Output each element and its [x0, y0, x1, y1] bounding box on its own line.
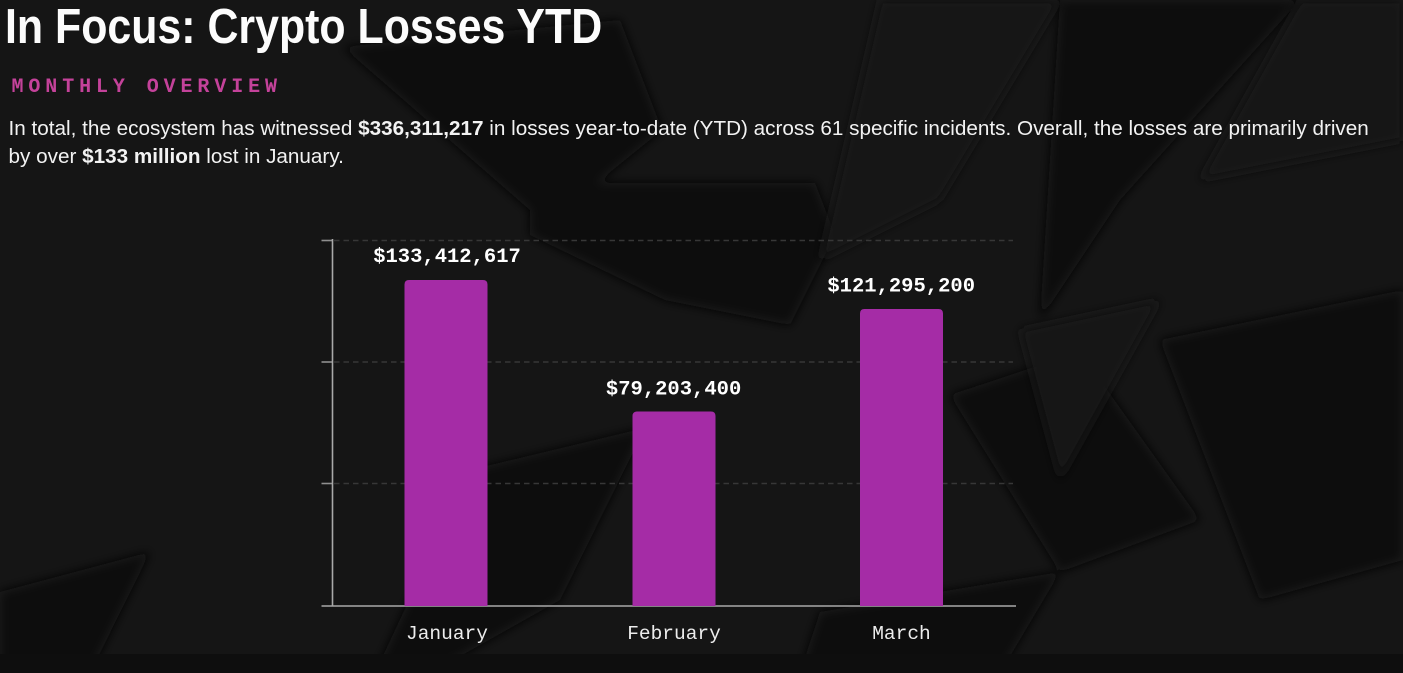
- svg-text:March: March: [872, 623, 931, 645]
- svg-text:January: January: [406, 623, 488, 645]
- svg-text:February: February: [627, 623, 721, 645]
- svg-text:$79,203,400: $79,203,400: [606, 379, 741, 402]
- svg-text:$133,412,617: $133,412,617: [373, 246, 521, 269]
- svg-text:$121,295,200: $121,295,200: [827, 276, 975, 299]
